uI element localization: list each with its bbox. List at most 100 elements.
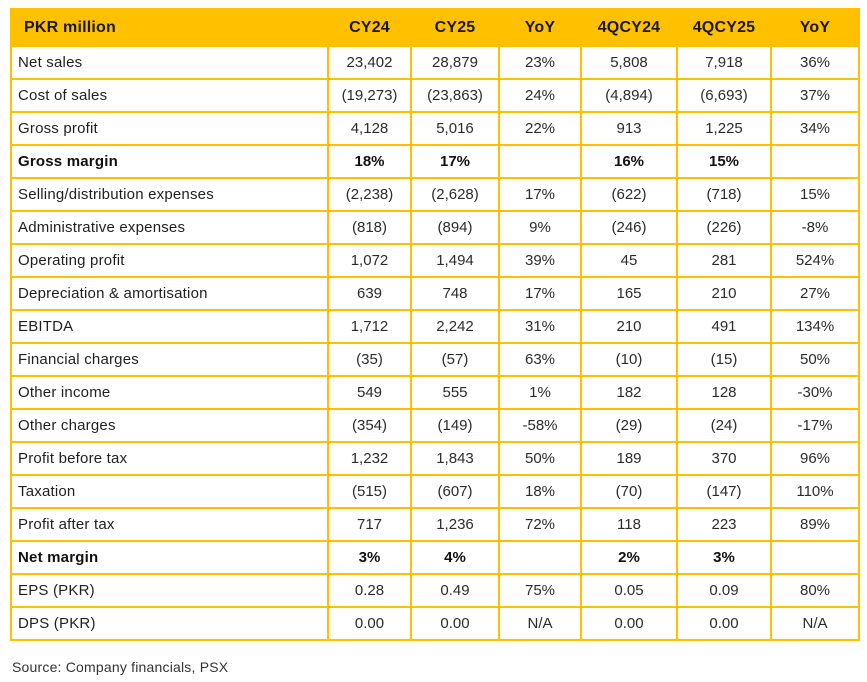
row-value-4qcy24: 210 [580, 309, 678, 344]
row-value-4qcy25: (226) [676, 210, 772, 245]
row-value-4qcy24: 2% [580, 540, 678, 575]
row-value-cy25: 748 [410, 276, 500, 311]
row-value-4qcy25: 15% [676, 144, 772, 179]
row-value-cy24: (818) [327, 210, 412, 245]
row-value-cy24: 0.28 [327, 573, 412, 608]
row-value-cy25: 28,879 [410, 45, 500, 80]
row-value-cy25: 0.49 [410, 573, 500, 608]
row-value-cy24: 0.00 [327, 606, 412, 641]
row-label: Net margin [10, 540, 329, 575]
header-4qcy25: 4QCY25 [676, 8, 772, 47]
row-value-4qcy24: 189 [580, 441, 678, 476]
header-pkr-million: PKR million [10, 8, 329, 47]
row-label: Profit after tax [10, 507, 329, 542]
row-label: Gross margin [10, 144, 329, 179]
row-value-4qcy25: (6,693) [676, 78, 772, 113]
row-value-cy24: 1,232 [327, 441, 412, 476]
header-4qcy24: 4QCY24 [580, 8, 678, 47]
row-value-yoy [498, 144, 582, 179]
row-value-cy25: (23,863) [410, 78, 500, 113]
row-value-yoy-quarter: 89% [770, 507, 860, 542]
table-row: Operating profit 1,072 1,494 39% 45 281 … [10, 243, 860, 278]
row-value-4qcy25: 210 [676, 276, 772, 311]
row-value-yoy-quarter: 37% [770, 78, 860, 113]
row-value-yoy-quarter: 27% [770, 276, 860, 311]
row-label: Net sales [10, 45, 329, 80]
row-value-4qcy25: (147) [676, 474, 772, 509]
row-label: Selling/distribution expenses [10, 177, 329, 212]
row-value-yoy: N/A [498, 606, 582, 641]
row-value-4qcy24: (246) [580, 210, 678, 245]
row-label: Administrative expenses [10, 210, 329, 245]
table-header-row: PKR million CY24 CY25 YoY 4QCY24 4QCY25 … [10, 8, 860, 47]
row-value-cy25: (2,628) [410, 177, 500, 212]
row-value-yoy: 17% [498, 276, 582, 311]
row-value-4qcy25: 223 [676, 507, 772, 542]
row-value-4qcy24: 165 [580, 276, 678, 311]
table-row: EPS (PKR) 0.28 0.49 75% 0.05 0.09 80% [10, 573, 860, 608]
row-value-yoy-quarter: -8% [770, 210, 860, 245]
row-value-yoy-quarter: 96% [770, 441, 860, 476]
row-value-cy25: (607) [410, 474, 500, 509]
row-value-yoy-quarter [770, 540, 860, 575]
row-value-4qcy24: (29) [580, 408, 678, 443]
row-value-cy25: 555 [410, 375, 500, 410]
row-value-cy25: 1,236 [410, 507, 500, 542]
row-value-4qcy25: 281 [676, 243, 772, 278]
row-value-4qcy25: (15) [676, 342, 772, 377]
row-value-4qcy25: 1,225 [676, 111, 772, 146]
row-label: Profit before tax [10, 441, 329, 476]
row-value-4qcy25: 7,918 [676, 45, 772, 80]
row-value-yoy-quarter: 15% [770, 177, 860, 212]
row-value-yoy: 22% [498, 111, 582, 146]
row-value-yoy: 39% [498, 243, 582, 278]
row-value-yoy: 31% [498, 309, 582, 344]
row-value-4qcy24: (4,894) [580, 78, 678, 113]
table-body: Net sales 23,402 28,879 23% 5,808 7,918 … [10, 45, 860, 641]
row-label: Cost of sales [10, 78, 329, 113]
row-value-yoy-quarter: 80% [770, 573, 860, 608]
table-row: Net sales 23,402 28,879 23% 5,808 7,918 … [10, 45, 860, 80]
row-value-4qcy25: 370 [676, 441, 772, 476]
row-value-cy24: 717 [327, 507, 412, 542]
row-value-4qcy24: 118 [580, 507, 678, 542]
row-value-yoy: 9% [498, 210, 582, 245]
financial-results-table: PKR million CY24 CY25 YoY 4QCY24 4QCY25 … [10, 8, 860, 641]
row-label: DPS (PKR) [10, 606, 329, 641]
table-row: Other income 549 555 1% 182 128 -30% [10, 375, 860, 410]
row-value-yoy-quarter: N/A [770, 606, 860, 641]
row-value-cy25: 1,843 [410, 441, 500, 476]
row-value-cy24: 549 [327, 375, 412, 410]
row-value-4qcy24: 0.05 [580, 573, 678, 608]
row-value-cy24: 4,128 [327, 111, 412, 146]
row-value-4qcy24: 913 [580, 111, 678, 146]
row-value-4qcy24: 5,808 [580, 45, 678, 80]
row-value-4qcy24: 182 [580, 375, 678, 410]
row-value-yoy-quarter [770, 144, 860, 179]
row-value-cy24: 1,712 [327, 309, 412, 344]
row-value-cy24: 639 [327, 276, 412, 311]
row-value-cy25: (149) [410, 408, 500, 443]
row-value-yoy: 1% [498, 375, 582, 410]
row-value-4qcy24: 45 [580, 243, 678, 278]
table-row: EBITDA 1,712 2,242 31% 210 491 134% [10, 309, 860, 344]
table-row: Profit after tax 717 1,236 72% 118 223 8… [10, 507, 860, 542]
row-value-yoy [498, 540, 582, 575]
row-value-cy25: (57) [410, 342, 500, 377]
row-value-4qcy25: (718) [676, 177, 772, 212]
header-cy24: CY24 [327, 8, 412, 47]
row-value-4qcy25: 3% [676, 540, 772, 575]
row-value-yoy: 75% [498, 573, 582, 608]
row-label: Other income [10, 375, 329, 410]
row-value-cy25: 17% [410, 144, 500, 179]
row-value-yoy-quarter: 34% [770, 111, 860, 146]
row-value-4qcy25: 128 [676, 375, 772, 410]
row-value-yoy: 63% [498, 342, 582, 377]
row-value-cy24: (19,273) [327, 78, 412, 113]
row-value-yoy: 18% [498, 474, 582, 509]
row-value-cy24: 3% [327, 540, 412, 575]
row-value-yoy-quarter: -17% [770, 408, 860, 443]
table-row: Other charges (354) (149) -58% (29) (24)… [10, 408, 860, 443]
table-row: Cost of sales (19,273) (23,863) 24% (4,8… [10, 78, 860, 113]
